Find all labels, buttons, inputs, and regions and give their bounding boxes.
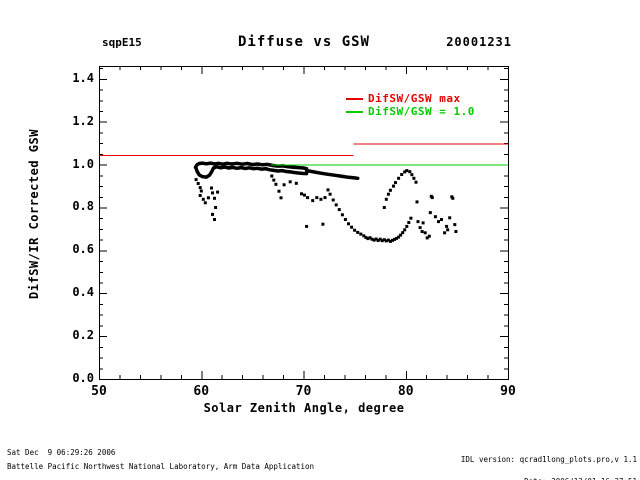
y-tick-label: 0.4 bbox=[72, 285, 94, 300]
idl-date-line: Date: 2006/12/01 16:37:51 bbox=[337, 478, 637, 480]
site-label: sqpE15 bbox=[102, 36, 142, 49]
x-axis-title: Solar Zenith Angle, degree bbox=[203, 401, 405, 415]
legend-max-label: DifSW/GSW max bbox=[368, 92, 461, 105]
y-tick-label: 1.4 bbox=[72, 70, 94, 85]
y-tick-label: 0.2 bbox=[72, 328, 94, 343]
version-info-block: IDL version: qcrad1long_plots.pro,v 1.1 … bbox=[337, 441, 637, 480]
idl-version-line: IDL version: qcrad1long_plots.pro,v 1.1 bbox=[460, 454, 637, 464]
organization-credit: Battelle Pacific Northwest National Labo… bbox=[7, 462, 315, 471]
data-band bbox=[193, 161, 360, 181]
y-axis-title: DifSW/IR Corrected GSW bbox=[27, 129, 41, 299]
y-tick-label: 0.8 bbox=[72, 199, 94, 214]
reference-lines bbox=[99, 143, 508, 166]
x-tick-label: 80 bbox=[397, 384, 414, 399]
date-label: 20001231 bbox=[446, 35, 512, 49]
x-tick-label: 70 bbox=[295, 384, 312, 399]
y-tick-label: 0.6 bbox=[72, 242, 94, 257]
legend-unity-line-swatch bbox=[346, 111, 363, 113]
legend-unity-label: DifSW/GSW = 1.0 bbox=[368, 105, 475, 118]
scatter-points bbox=[194, 169, 458, 243]
legend-max-line-swatch bbox=[346, 98, 363, 100]
y-tick-label: 1.0 bbox=[72, 156, 94, 171]
y-tick-label: 0.0 bbox=[72, 371, 94, 385]
x-tick-label: 60 bbox=[193, 384, 210, 399]
y-tick-label: 1.2 bbox=[72, 113, 94, 128]
x-tick-label: 90 bbox=[500, 384, 516, 399]
plot-timestamp: Sat Dec 9 06:29:26 2006 bbox=[7, 448, 116, 457]
plot-title: Diffuse vs GSW bbox=[237, 34, 370, 50]
x-tick-label: 50 bbox=[91, 384, 107, 399]
axis-ticks bbox=[99, 66, 509, 380]
